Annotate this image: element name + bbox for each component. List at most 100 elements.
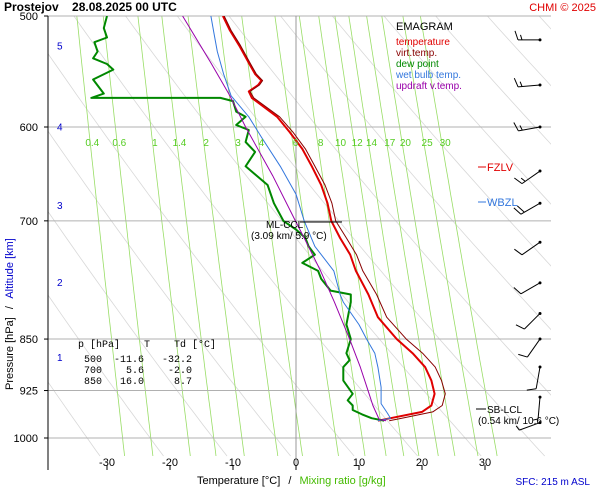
x-axis-label-temp: Temperature [°C]	[197, 475, 280, 487]
mixing-ratio-label: 1	[152, 138, 158, 149]
wind-barb-station	[538, 365, 542, 369]
dry-adiabat-line	[486, 16, 551, 87]
series-wet-bulb-temp	[210, 16, 391, 422]
ml-ccl-value: (3.09 km/ 5.9 °C)	[251, 231, 327, 242]
series-temperature	[222, 16, 436, 422]
wbzl-label: WBZL	[487, 197, 518, 209]
wind-barb-station	[538, 395, 542, 399]
temperature-tick-label: 20	[416, 457, 428, 469]
sounding-table: p [hPa] T Td [°C] 500 -11.6 -32.2 700 5.…	[78, 339, 216, 388]
wind-barb-station	[538, 311, 542, 315]
mixing-ratio-line	[218, 16, 279, 457]
mixing-ratio-label: 14	[366, 138, 378, 149]
mixing-ratio-line	[318, 16, 387, 457]
wind-barb-flag	[514, 30, 519, 41]
dry-adiabat-line	[48, 294, 164, 457]
dry-adiabat-line	[383, 16, 551, 205]
wind-barb-half-flag	[515, 425, 520, 431]
dry-adiabat-line	[176, 16, 545, 457]
pressure-tick-label: 700	[20, 216, 38, 228]
y-axis-label-pressure: Pressure [hPa]	[4, 317, 16, 390]
pressure-tick-label: 600	[20, 122, 38, 134]
wind-barb-half-flag	[520, 34, 523, 41]
wind-barb-flag	[513, 78, 519, 88]
wind-barb-station	[538, 240, 542, 244]
mixing-ratio-label: 17	[384, 138, 396, 149]
pressure-tick-labels: 500 600 700 850 925 1000	[14, 11, 38, 445]
wind-barb	[513, 78, 542, 88]
ml-ccl-label: ML-CCL	[266, 220, 304, 231]
legend-item-updraft: updraft v.temp.	[396, 81, 462, 92]
x-axis-label-sep: /	[288, 475, 292, 487]
mixing-ratio-line	[419, 16, 498, 457]
wind-barb	[514, 169, 542, 185]
mixing-ratio-line	[334, 16, 405, 457]
level-markers	[300, 166, 486, 410]
surface-note: SFC: 215 m ASL	[516, 477, 591, 488]
table-header: p [hPa] T Td [°C]	[78, 339, 216, 351]
wind-barb-station	[538, 201, 542, 205]
legend-title: EMAGRAM	[396, 21, 453, 33]
mixing-ratio-label: 12	[352, 138, 364, 149]
legend-item-dew-point: dew point	[396, 59, 439, 70]
mixing-ratio-label: 30	[440, 138, 452, 149]
wind-barb	[518, 337, 542, 358]
wind-barb	[515, 421, 542, 431]
wind-barb-station	[538, 337, 542, 341]
wind-barb	[532, 395, 542, 421]
wind-barb-staff	[524, 313, 541, 330]
altitude-tick-label: 1	[57, 353, 63, 364]
wind-barb	[513, 122, 542, 132]
altitude-tick-label: 4	[57, 122, 63, 133]
series-updraft-v-temp	[182, 16, 387, 422]
wind-barb-flag	[518, 353, 528, 358]
temperature-tick-label: -10	[225, 457, 241, 469]
wind-barb-staff	[519, 422, 541, 431]
wind-barb	[526, 365, 542, 391]
profile-series	[90, 16, 446, 422]
pressure-gridlines	[44, 15, 551, 439]
dry-adiabat-line	[48, 130, 291, 457]
mixing-ratio-label: 20	[400, 138, 412, 149]
pressure-tick-label: 500	[20, 11, 38, 23]
altitude-tick-labels: 1 2 3 4 5	[57, 42, 63, 365]
copyright-label: CHMI © 2025	[529, 2, 596, 14]
mixing-ratio-label: 8	[318, 138, 324, 149]
legend-item-temperature: temperature	[396, 37, 450, 48]
wind-barb-station	[538, 83, 542, 87]
wind-barb	[514, 30, 542, 42]
mixing-ratio-line	[381, 16, 456, 457]
wind-barb-staff	[520, 202, 541, 215]
table-row-500: 500 -11.6 -32.2	[84, 355, 192, 366]
mixing-ratio-line	[298, 16, 366, 457]
altitude-tick-label: 2	[57, 278, 63, 289]
mixing-ratio-label: 3	[235, 138, 241, 149]
chart-title: Prostejov 28.08.2025 00 UTC	[4, 0, 177, 14]
mixing-ratio-labels: 0.4 0.6 1 1.4 2 3 4 6 8 10 12 14 17 20 25 30	[85, 138, 451, 149]
mixing-ratio-line	[76, 16, 125, 457]
wind-barb-staff	[521, 241, 541, 256]
y-axis-label-sep: /	[4, 305, 16, 309]
wind-barb-flag	[514, 248, 523, 256]
mixing-ratio-label: 0.4	[85, 138, 99, 149]
dry-adiabat-line	[567, 0, 600, 456]
series-virt-temp	[223, 16, 446, 422]
wind-barb-staff	[535, 366, 541, 389]
fzlv-label: FZLV	[487, 162, 514, 174]
altitude-tick-label: 5	[57, 42, 63, 53]
wind-barb-station	[538, 169, 542, 173]
wind-barb	[514, 240, 542, 256]
wind-barb-staff	[521, 170, 541, 185]
temperature-tick-label: 10	[353, 457, 365, 469]
wind-barbs	[513, 30, 542, 431]
mixing-ratio-line	[348, 16, 420, 457]
mixing-ratio-label: 0.6	[112, 138, 126, 149]
dry-adiabat-line	[228, 16, 551, 396]
wind-barb-station	[538, 125, 542, 129]
table-row-700: 700 5.6 -2.0	[84, 366, 192, 377]
wind-barb-station	[538, 38, 542, 42]
wind-barb	[515, 311, 542, 330]
mixing-ratio-line	[366, 16, 439, 457]
altitude-tick-label: 3	[57, 201, 63, 212]
